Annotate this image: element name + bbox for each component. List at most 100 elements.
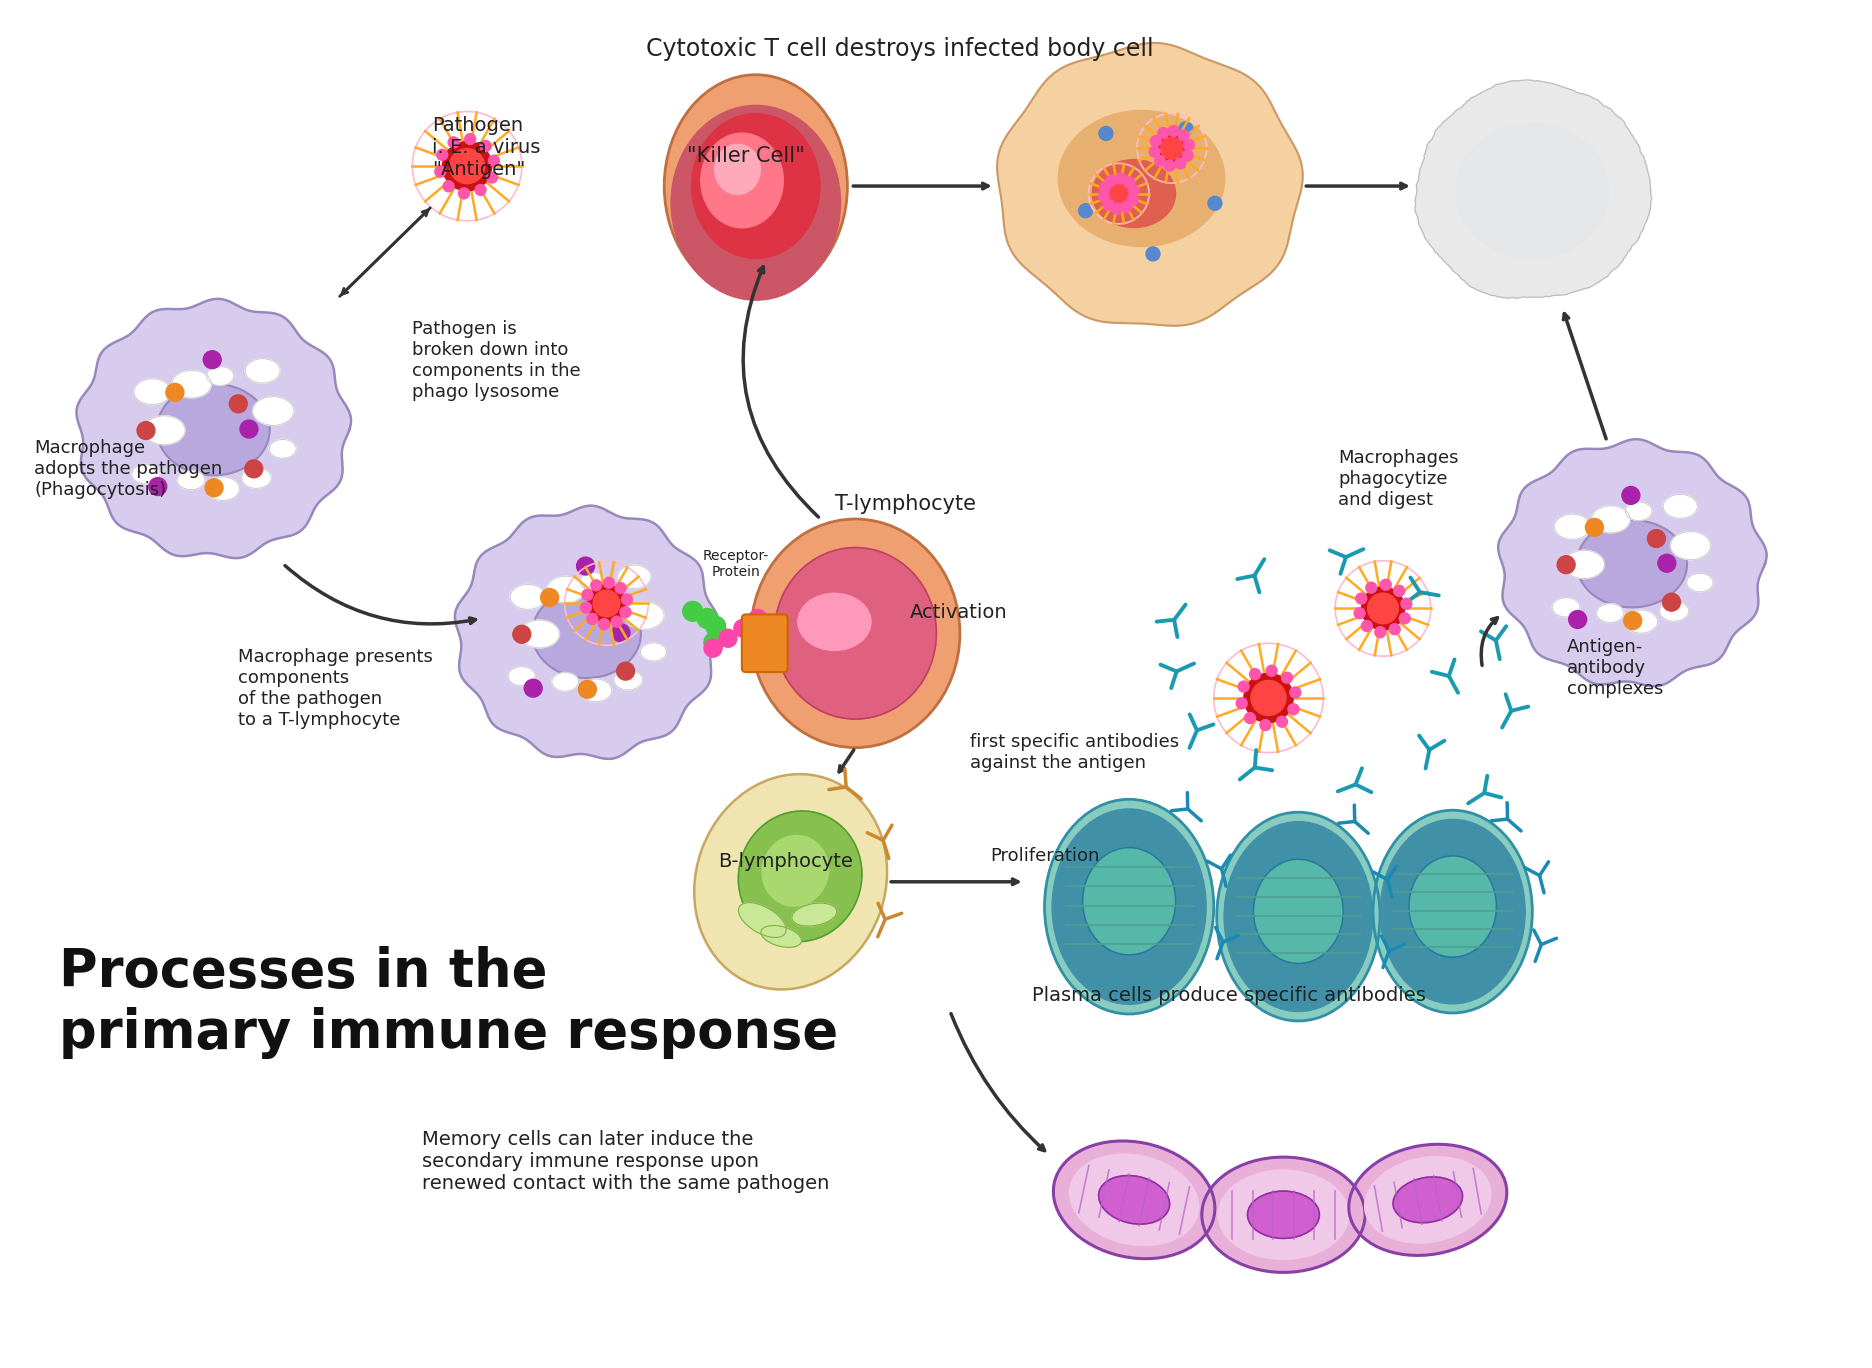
Circle shape bbox=[1164, 160, 1176, 171]
Circle shape bbox=[599, 618, 610, 629]
Ellipse shape bbox=[1552, 598, 1580, 617]
Text: Antigen-
antibody
complexes: Antigen- antibody complexes bbox=[1567, 639, 1664, 698]
Circle shape bbox=[616, 662, 635, 680]
Circle shape bbox=[1177, 130, 1189, 141]
Circle shape bbox=[1106, 175, 1118, 186]
Circle shape bbox=[459, 187, 470, 198]
Ellipse shape bbox=[270, 439, 296, 458]
Circle shape bbox=[240, 420, 258, 438]
Circle shape bbox=[704, 639, 723, 657]
Text: T-lymphocyte: T-lymphocyte bbox=[835, 494, 977, 514]
Circle shape bbox=[1129, 185, 1138, 196]
Circle shape bbox=[1179, 122, 1192, 135]
Circle shape bbox=[1236, 698, 1247, 709]
Ellipse shape bbox=[507, 666, 535, 685]
Circle shape bbox=[1157, 127, 1168, 138]
Ellipse shape bbox=[144, 416, 185, 445]
Ellipse shape bbox=[1219, 1170, 1348, 1260]
Circle shape bbox=[442, 141, 492, 190]
Ellipse shape bbox=[1410, 856, 1496, 958]
Ellipse shape bbox=[206, 367, 234, 386]
Circle shape bbox=[1099, 182, 1110, 193]
Text: Pathogen is
broken down into
components in the
phago lysosome: Pathogen is broken down into components … bbox=[412, 320, 580, 401]
Ellipse shape bbox=[775, 547, 936, 720]
Ellipse shape bbox=[157, 384, 270, 475]
Circle shape bbox=[1277, 717, 1288, 728]
Ellipse shape bbox=[1660, 601, 1689, 621]
Circle shape bbox=[1398, 613, 1410, 624]
Circle shape bbox=[616, 583, 625, 594]
Circle shape bbox=[1116, 174, 1125, 185]
Ellipse shape bbox=[1099, 1175, 1170, 1224]
Circle shape bbox=[719, 629, 738, 647]
Circle shape bbox=[1243, 673, 1294, 722]
Circle shape bbox=[1623, 611, 1642, 629]
Circle shape bbox=[137, 421, 155, 439]
Circle shape bbox=[1146, 248, 1161, 261]
Ellipse shape bbox=[1625, 610, 1657, 633]
Ellipse shape bbox=[547, 576, 584, 603]
Ellipse shape bbox=[1045, 799, 1213, 1014]
Circle shape bbox=[1183, 140, 1194, 150]
Ellipse shape bbox=[670, 105, 841, 300]
Circle shape bbox=[489, 156, 500, 166]
Ellipse shape bbox=[1350, 1144, 1507, 1256]
Ellipse shape bbox=[1563, 550, 1604, 579]
Circle shape bbox=[524, 680, 543, 698]
Circle shape bbox=[1099, 192, 1110, 202]
Ellipse shape bbox=[580, 679, 612, 702]
Circle shape bbox=[1155, 156, 1166, 167]
Circle shape bbox=[704, 632, 724, 653]
Circle shape bbox=[593, 590, 620, 617]
Circle shape bbox=[1393, 586, 1404, 596]
Circle shape bbox=[436, 149, 447, 160]
Circle shape bbox=[1288, 703, 1299, 714]
Circle shape bbox=[578, 680, 597, 698]
Circle shape bbox=[1149, 146, 1161, 157]
Circle shape bbox=[1368, 594, 1398, 624]
Circle shape bbox=[592, 580, 601, 591]
Circle shape bbox=[1569, 610, 1587, 628]
Polygon shape bbox=[1498, 439, 1767, 687]
Circle shape bbox=[612, 616, 622, 627]
Circle shape bbox=[487, 172, 498, 183]
Ellipse shape bbox=[1069, 1155, 1198, 1246]
Circle shape bbox=[1127, 194, 1138, 205]
Circle shape bbox=[228, 395, 247, 413]
Circle shape bbox=[708, 624, 728, 644]
Text: Receptor-
Protein: Receptor- Protein bbox=[702, 549, 769, 579]
Circle shape bbox=[683, 602, 702, 621]
Circle shape bbox=[513, 625, 532, 643]
Circle shape bbox=[612, 624, 631, 642]
Ellipse shape bbox=[532, 588, 640, 679]
Circle shape bbox=[206, 479, 223, 497]
Ellipse shape bbox=[762, 836, 829, 906]
Ellipse shape bbox=[640, 643, 666, 661]
Ellipse shape bbox=[1662, 494, 1698, 518]
Circle shape bbox=[449, 149, 485, 183]
Circle shape bbox=[1104, 181, 1133, 207]
Ellipse shape bbox=[1576, 520, 1687, 607]
Circle shape bbox=[479, 141, 490, 152]
Circle shape bbox=[1112, 204, 1123, 213]
Circle shape bbox=[1078, 204, 1093, 218]
Text: Proliferation: Proliferation bbox=[990, 847, 1099, 865]
Circle shape bbox=[475, 185, 487, 196]
Ellipse shape bbox=[1217, 813, 1380, 1021]
Text: Memory cells can later induce the
secondary immune response upon
renewed contact: Memory cells can later induce the second… bbox=[423, 1130, 829, 1193]
Circle shape bbox=[1367, 583, 1376, 594]
Circle shape bbox=[582, 590, 593, 601]
Circle shape bbox=[622, 594, 633, 605]
Text: Cytotoxic T cell destroys infected body cell: Cytotoxic T cell destroys infected body … bbox=[646, 37, 1153, 62]
Circle shape bbox=[167, 383, 183, 401]
FancyBboxPatch shape bbox=[741, 614, 788, 672]
Ellipse shape bbox=[580, 572, 607, 591]
Circle shape bbox=[1621, 487, 1640, 505]
Ellipse shape bbox=[253, 397, 294, 425]
Circle shape bbox=[1176, 157, 1185, 168]
Ellipse shape bbox=[738, 811, 861, 941]
Circle shape bbox=[1168, 126, 1179, 137]
Circle shape bbox=[1157, 133, 1187, 164]
Ellipse shape bbox=[172, 371, 212, 398]
Ellipse shape bbox=[695, 774, 887, 989]
